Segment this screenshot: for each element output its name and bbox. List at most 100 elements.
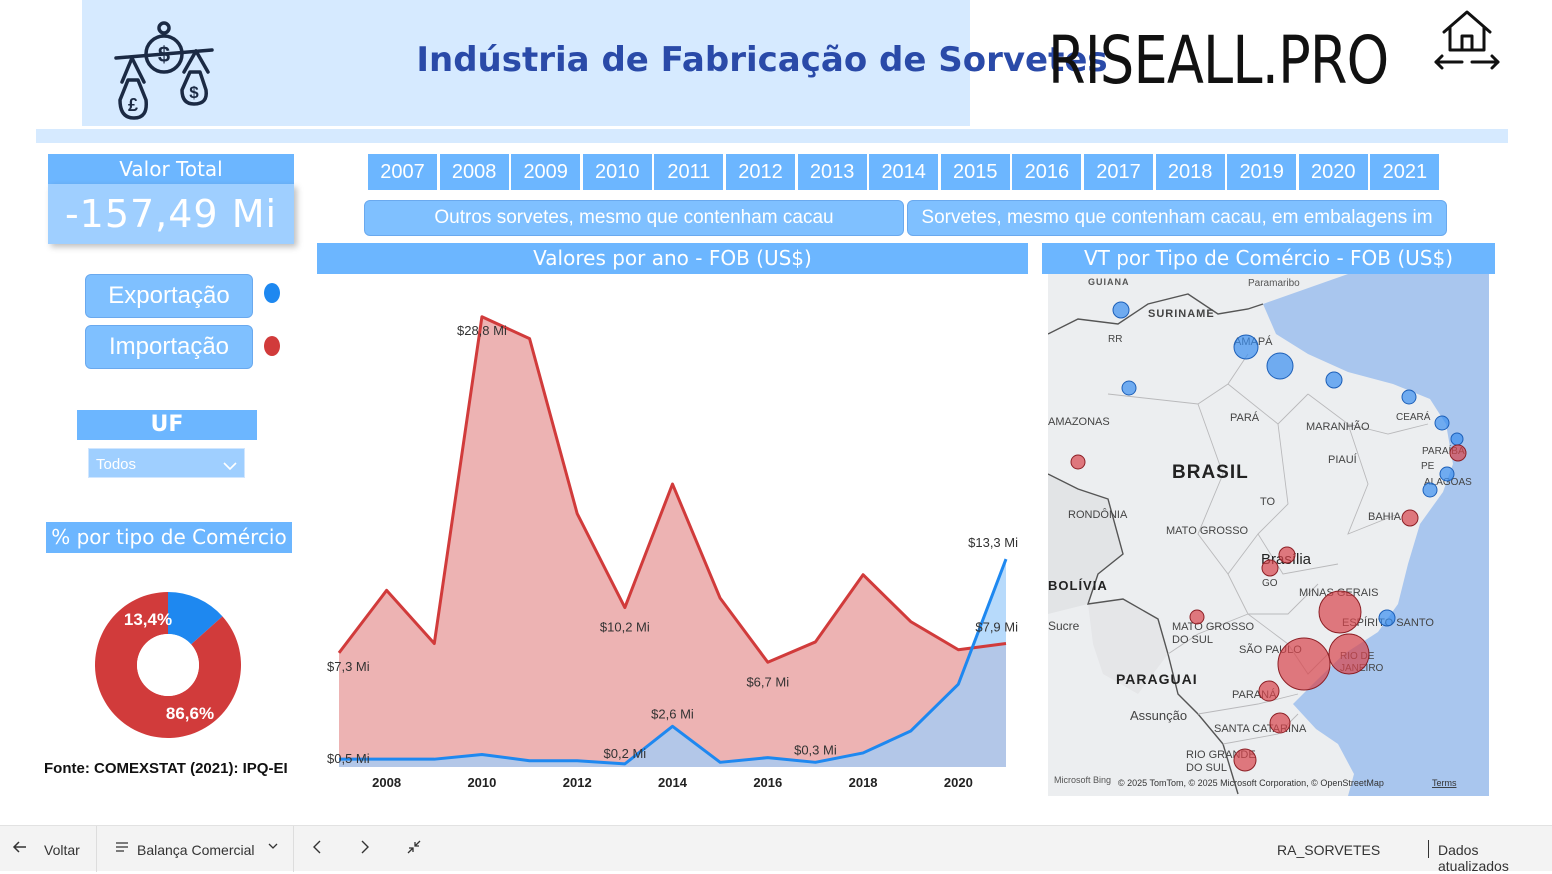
import-legend-dot (264, 336, 280, 356)
year-button-2012[interactable]: 2012 (726, 154, 795, 190)
donut-slice-import[interactable] (95, 592, 242, 738)
map-label: AMAZONAS (1048, 416, 1110, 428)
prev-page-icon[interactable] (310, 839, 324, 858)
neighbor-country (1088, 599, 1168, 694)
map-bubble-export[interactable] (1325, 371, 1343, 389)
x-tick-label: 2020 (944, 775, 973, 790)
map-bubble-export[interactable] (1233, 334, 1259, 360)
map-bubble-export[interactable] (1450, 432, 1464, 446)
year-button-2017[interactable]: 2017 (1084, 154, 1153, 190)
x-tick-label: 2018 (849, 775, 878, 790)
data-label: $0,3 Mi (794, 742, 837, 757)
back-arrow-icon[interactable] (12, 839, 28, 858)
map-bubble-import[interactable] (1449, 444, 1467, 462)
data-label: $0,2 Mi (604, 746, 647, 761)
map-label: GO (1262, 578, 1278, 589)
chevron-down-icon[interactable] (266, 839, 280, 856)
map-terms-link[interactable]: Terms (1432, 778, 1457, 788)
collapse-icon[interactable] (406, 839, 422, 858)
export-legend-dot (264, 283, 280, 303)
data-label: $6,7 Mi (746, 674, 789, 689)
uf-selected-value: Todos (96, 456, 137, 473)
map-label: BAHIA (1368, 511, 1402, 523)
year-button-2011[interactable]: 2011 (654, 154, 724, 190)
donut-title: % por tipo de Comércio (46, 522, 292, 553)
x-tick-label: 2016 (753, 775, 782, 790)
home-arrows-icon[interactable] (1432, 8, 1502, 72)
data-updated-status: Dados atualizados (1438, 842, 1509, 874)
donut-chart[interactable]: 13,4% 86,6% (90, 588, 250, 744)
map-title: VT por Tipo de Comércio - FOB (US$) (1042, 243, 1495, 274)
map-bubble-export[interactable] (1422, 482, 1438, 498)
map-bubble-import[interactable] (1261, 559, 1279, 577)
year-button-2015[interactable]: 2015 (940, 154, 1010, 190)
map-bubble-import[interactable] (1401, 509, 1419, 527)
year-button-2018[interactable]: 2018 (1155, 154, 1225, 190)
kpi-label: Valor Total (48, 154, 294, 184)
map-visual[interactable]: GUIANAParamariboSURINAMERRAMAPÁAMAZONASP… (1048, 274, 1489, 796)
import-filter-button[interactable]: Importação (85, 325, 253, 369)
logo: RISEALL.PRO (1048, 22, 1389, 99)
ocean (1263, 274, 1489, 796)
map-bubble-export[interactable] (1401, 389, 1417, 405)
data-label: $28,8 Mi (457, 323, 507, 338)
map-bubble-export[interactable] (1434, 415, 1450, 431)
map-bubble-export[interactable] (1121, 380, 1137, 396)
year-button-2010[interactable]: 2010 (582, 154, 652, 190)
year-button-2020[interactable]: 2020 (1298, 154, 1368, 190)
map-label: GUIANA (1088, 277, 1130, 287)
map-label: Paramaribo (1248, 278, 1300, 289)
year-button-2008[interactable]: 2008 (439, 154, 509, 190)
map-bubble-import[interactable] (1258, 680, 1280, 702)
map-bubble-export[interactable] (1112, 301, 1130, 319)
neighbor-country (1048, 474, 1123, 614)
line-chart-title: Valores por ano - FOB (US$) (317, 243, 1028, 274)
map-bubble-export[interactable] (1439, 466, 1455, 482)
year-button-2016[interactable]: 2016 (1012, 154, 1082, 190)
series-line-exportação[interactable] (339, 558, 1008, 766)
back-button[interactable]: Voltar (44, 842, 80, 858)
donut-slice-export[interactable] (168, 592, 223, 645)
map-bubble-export[interactable] (1266, 352, 1294, 380)
map-bubble-import[interactable] (1328, 633, 1370, 675)
donut-import-label: 86,6% (166, 704, 214, 723)
map-label: Assunção (1130, 708, 1187, 723)
map-bubble-import[interactable] (1278, 546, 1296, 564)
map-bubble-import[interactable] (1233, 748, 1257, 772)
year-button-2021[interactable]: 2021 (1370, 154, 1440, 190)
year-button-2014[interactable]: 2014 (869, 154, 939, 190)
state-borders (1107, 353, 1429, 745)
balance-scale-icon: $ £ $ (112, 20, 218, 124)
svg-text:£: £ (128, 95, 138, 115)
map-bubble-import[interactable] (1269, 712, 1291, 734)
map-label: MATO GROSSO (1166, 525, 1249, 537)
export-filter-button[interactable]: Exportação (85, 274, 253, 318)
page-selector[interactable]: Balança Comercial (137, 842, 255, 858)
map-bubble-export[interactable] (1378, 609, 1396, 627)
year-button-2019[interactable]: 2019 (1227, 154, 1297, 190)
map-label: PIAUÍ (1328, 453, 1358, 466)
footer-separator (293, 826, 294, 872)
map-label: SURINAME (1148, 308, 1215, 320)
x-tick-label: 2008 (372, 775, 401, 790)
product-button-2[interactable]: Sorvetes, mesmo que contenham cacau, em … (907, 200, 1447, 236)
footer-separator (1428, 840, 1429, 858)
year-button-2007[interactable]: 2007 (368, 154, 437, 190)
data-label: $0,5 Mi (327, 751, 370, 766)
footer-bar: Voltar Balança Comercial RA_SORVETES Dad… (0, 825, 1552, 874)
product-button-1[interactable]: Outros sorvetes, mesmo que contenham cac… (364, 200, 904, 236)
year-button-2013[interactable]: 2013 (797, 154, 867, 190)
map-bubble-import[interactable] (1189, 609, 1205, 625)
next-page-icon[interactable] (358, 839, 372, 858)
uf-select[interactable]: Todos (88, 448, 245, 478)
series-line-importação[interactable] (337, 315, 1007, 664)
map-bubble-import[interactable] (1318, 590, 1362, 634)
header-divider (36, 129, 1508, 143)
map-bubble-import[interactable] (1070, 454, 1086, 470)
map-label: PARÁ (1230, 411, 1260, 424)
year-button-2009[interactable]: 2009 (511, 154, 581, 190)
data-label: $7,9 Mi (975, 619, 1018, 634)
map-bubble-import[interactable] (1277, 637, 1331, 691)
map-label: PE (1421, 461, 1435, 472)
area-chart[interactable]: 2008 2010 2012 2014 2016 2018 2020 $7,3 Mi $28,8… (317, 274, 1028, 794)
